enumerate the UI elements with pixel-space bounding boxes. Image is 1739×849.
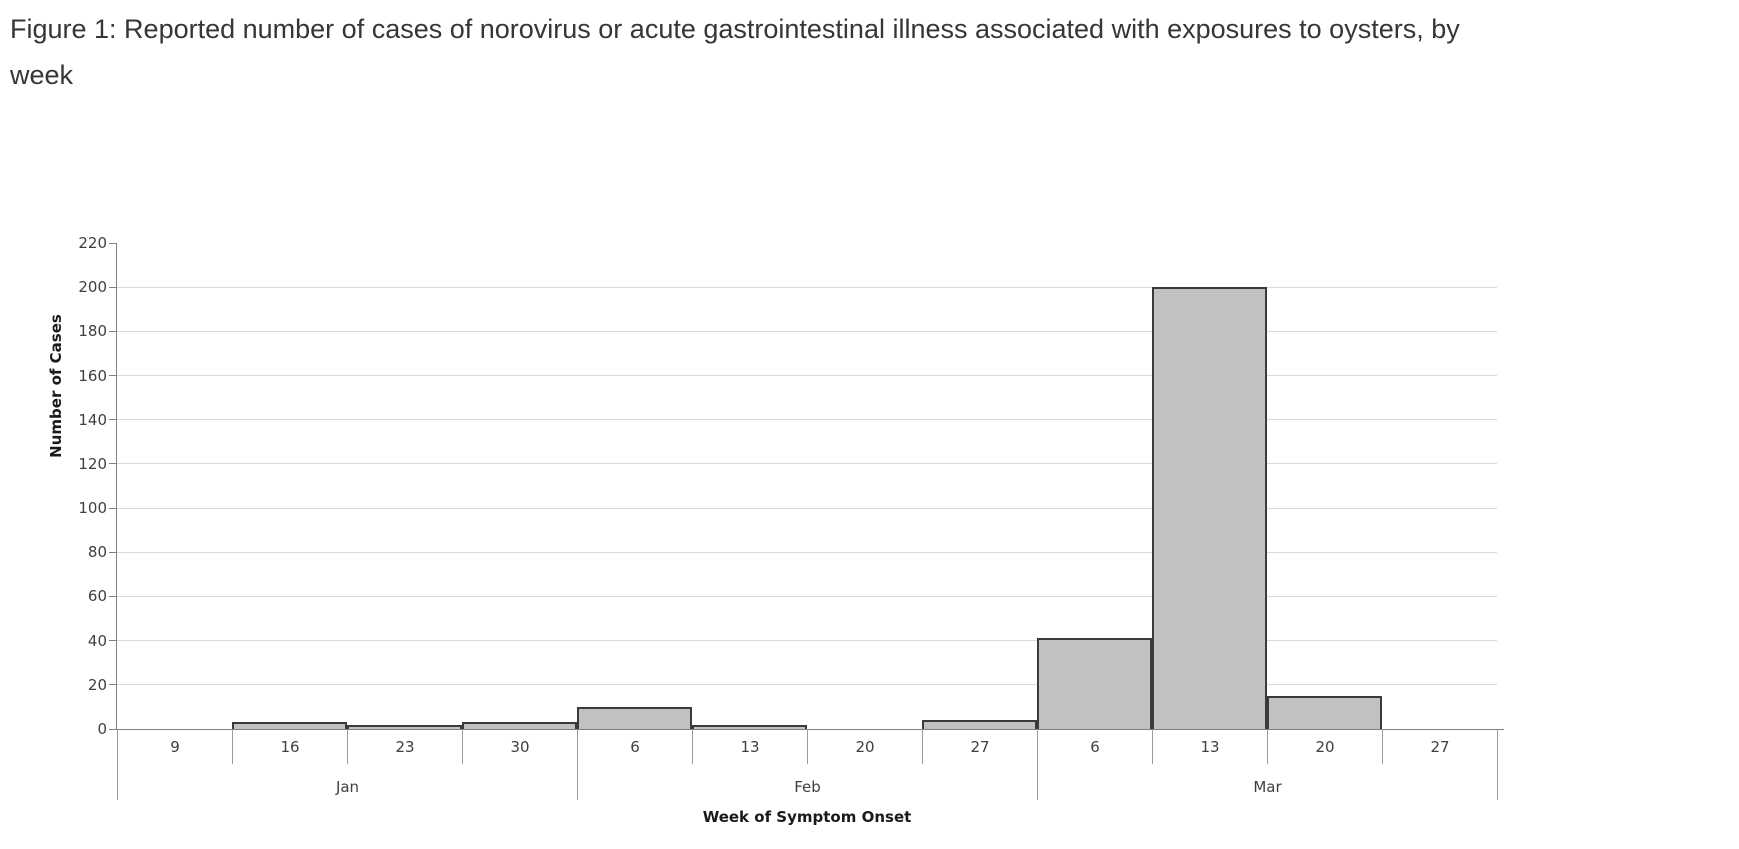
week-label-27-idx7: 27 bbox=[922, 729, 1037, 764]
week-label-13-idx5: 13 bbox=[692, 729, 807, 764]
bar-week-30-idx3 bbox=[462, 722, 577, 729]
bar-week-6-idx8 bbox=[1037, 638, 1152, 729]
bar-week-20-idx10 bbox=[1267, 696, 1382, 729]
gridline-180 bbox=[117, 330, 1497, 332]
y-tick-40 bbox=[109, 640, 116, 642]
figure-title-line1: Figure 1: Reported number of cases of no… bbox=[10, 14, 1460, 44]
y-tick-180 bbox=[109, 330, 116, 332]
figure-title-line2: week bbox=[10, 60, 74, 90]
y-tick-100 bbox=[109, 507, 116, 509]
week-label-27-idx11: 27 bbox=[1382, 729, 1497, 764]
bar-week-23-idx2 bbox=[347, 725, 462, 729]
y-tick-220 bbox=[109, 242, 116, 244]
month-label-Mar: Mar bbox=[1037, 729, 1497, 800]
week-label-20-idx6: 20 bbox=[807, 729, 922, 764]
x-axis-title: Week of Symptom Onset bbox=[702, 808, 912, 826]
week-label-row: 9 16 23 30 6 13 20 27 6 13 20 27 bbox=[117, 729, 1498, 764]
y-tick-label-160: 160 bbox=[78, 366, 107, 385]
gridline-200 bbox=[117, 286, 1497, 288]
y-tick-label-140: 140 bbox=[78, 410, 107, 429]
y-tick-80 bbox=[109, 551, 116, 553]
y-tick-label-80: 80 bbox=[87, 543, 107, 562]
y-tick-label-120: 120 bbox=[78, 454, 107, 473]
bar-week-13-idx9 bbox=[1152, 287, 1267, 729]
y-tick-label-220: 220 bbox=[78, 234, 107, 252]
gridline-100 bbox=[117, 507, 1497, 509]
gridline-80 bbox=[117, 551, 1497, 553]
y-tick-160 bbox=[109, 375, 116, 377]
month-row-end-line bbox=[1497, 729, 1498, 800]
y-tick-label-20: 20 bbox=[87, 675, 107, 694]
y-tick-label-60: 60 bbox=[87, 587, 107, 606]
y-tick-label-0: 0 bbox=[97, 720, 107, 738]
week-label-13-idx9: 13 bbox=[1152, 729, 1267, 764]
figure-title: Figure 1: Reported number of cases of no… bbox=[10, 6, 1610, 98]
y-tick-label-200: 200 bbox=[78, 278, 107, 297]
gridline-60 bbox=[117, 595, 1497, 597]
bar-week-27-idx7 bbox=[922, 720, 1037, 729]
week-label-20-idx10: 20 bbox=[1267, 729, 1382, 764]
y-tick-120 bbox=[109, 463, 116, 465]
bar-week-13-idx5 bbox=[692, 725, 807, 729]
gridline-140 bbox=[117, 419, 1497, 421]
week-label-6-idx8: 6 bbox=[1037, 729, 1152, 764]
y-axis-line bbox=[116, 243, 117, 730]
y-tick-60 bbox=[109, 595, 116, 597]
gridline-120 bbox=[117, 463, 1497, 465]
y-axis-title: Number of Cases bbox=[47, 314, 65, 458]
y-tick-label-100: 100 bbox=[78, 499, 107, 518]
bar-week-16-idx1 bbox=[232, 722, 347, 729]
y-tick-20 bbox=[109, 684, 116, 686]
y-tick-label-40: 40 bbox=[87, 631, 107, 650]
week-label-6-idx4: 6 bbox=[577, 729, 692, 764]
week-label-23-idx2: 23 bbox=[347, 729, 462, 764]
month-label-Jan: Jan bbox=[117, 729, 577, 800]
week-row-end-line bbox=[1497, 729, 1498, 764]
y-tick-140 bbox=[109, 419, 116, 421]
week-label-9-idx0: 9 bbox=[117, 729, 232, 764]
gridline-160 bbox=[117, 375, 1497, 377]
y-tick-label-180: 180 bbox=[78, 322, 107, 341]
y-tick-0 bbox=[109, 728, 116, 730]
plot-area: 0 20 40 60 80 100 120 140 160 180 200 220 bbox=[78, 234, 1504, 738]
month-label-row: Jan Feb Mar bbox=[117, 729, 1498, 800]
gridline-40 bbox=[117, 640, 1497, 642]
week-label-30-idx3: 30 bbox=[462, 729, 577, 764]
month-label-Feb: Feb bbox=[577, 729, 1037, 800]
y-tick-200 bbox=[109, 286, 116, 288]
gridline-20 bbox=[117, 684, 1497, 686]
week-label-16-idx1: 16 bbox=[232, 729, 347, 764]
bar-week-6-idx4 bbox=[577, 707, 692, 729]
